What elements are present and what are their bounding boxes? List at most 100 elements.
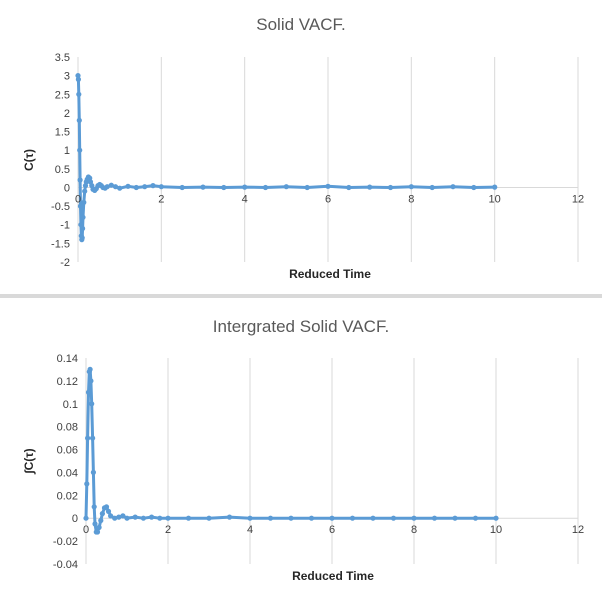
x-tick-label: 0 [83, 524, 89, 536]
data-point [96, 524, 102, 530]
y-tick-label: -0.02 [53, 536, 78, 548]
data-point [108, 182, 114, 188]
y-tick-label: 0.5 [55, 164, 70, 176]
y-tick-label: 0.08 [57, 422, 78, 434]
x-tick-labels: 0 2 4 6 8 10 12 [75, 193, 584, 205]
y-tick-labels: 0.14 0.12 0.1 0.08 0.06 0.04 0.02 0 -0.02 -0.04 [53, 353, 78, 571]
data-series [75, 73, 498, 243]
x-tick-label: 4 [247, 524, 253, 536]
data-point [133, 184, 139, 191]
data-point [87, 366, 93, 372]
x-tick-label: 6 [325, 193, 331, 205]
grid-lines [160, 57, 579, 262]
x-tick-label: 10 [489, 193, 501, 205]
x-tick-label: 2 [165, 524, 171, 536]
data-point [206, 515, 212, 521]
data-point [283, 184, 289, 190]
data-point [104, 184, 110, 190]
data-point [112, 184, 119, 190]
x-tick-label: 0 [75, 193, 81, 205]
x-tick-label: 10 [490, 524, 502, 536]
data-point [329, 515, 335, 521]
y-tick-label: 1 [64, 145, 70, 157]
y-axis-label: C(τ) [22, 149, 36, 171]
data-point [165, 515, 171, 521]
data-point [267, 515, 274, 521]
data-point [80, 214, 86, 220]
data-point [493, 515, 499, 521]
data-point [390, 515, 397, 521]
data-point [304, 184, 310, 191]
data-point [429, 184, 435, 191]
data-point [108, 513, 114, 519]
chart-integrated-solid-vacf: Intergrated Solid VACF. 0.140.120.10.080… [22, 317, 584, 583]
data-point [370, 515, 376, 521]
data-point [226, 514, 233, 520]
data-point [82, 188, 88, 194]
y-tick-label: -1 [60, 220, 70, 232]
data-point [150, 183, 156, 189]
data-point [472, 515, 479, 521]
chart-title: Intergrated Solid VACF. [213, 317, 389, 336]
series-line [76, 74, 497, 242]
data-point [367, 184, 373, 190]
data-point [132, 514, 138, 520]
data-point [75, 73, 81, 79]
y-tick-label: 3 [64, 71, 70, 83]
data-point [94, 529, 101, 535]
data-point [88, 378, 94, 384]
data-point [308, 515, 315, 521]
data-point [98, 517, 104, 524]
data-point [89, 401, 95, 407]
data-point [262, 184, 269, 191]
y-tick-label: -2 [60, 257, 70, 269]
data-point [79, 235, 85, 241]
x-tick-labels: 0 2 4 6 8 10 12 [83, 524, 584, 536]
data-point [431, 515, 438, 521]
y-tick-label: 0 [72, 513, 78, 525]
y-tick-label: 0.1 [63, 399, 78, 411]
panel-separator [0, 294, 602, 298]
data-point [90, 469, 96, 475]
data-point [117, 185, 123, 191]
data-point [157, 515, 163, 521]
chart-title: Solid VACF. [256, 15, 345, 34]
data-point [80, 225, 86, 232]
y-tick-label: 0.02 [57, 490, 78, 502]
x-tick-label: 8 [408, 193, 414, 205]
data-point [288, 515, 294, 521]
data-point [346, 184, 352, 191]
y-tick-label: -0.04 [53, 559, 78, 571]
x-tick-label: 12 [572, 524, 584, 536]
data-point [125, 183, 131, 189]
chart-panel-solid-vacf: Solid VACF. 3.5 3 2.5 2 1.5 1 0.5 0 -0.5 -1 -1.5 -2… [0, 0, 602, 294]
data-point [242, 184, 248, 190]
x-tick-label: 6 [329, 524, 335, 536]
y-tick-label: 3.5 [55, 52, 70, 64]
data-point [116, 514, 122, 520]
data-point [75, 76, 81, 82]
data-point [76, 91, 82, 97]
data-point [77, 177, 83, 183]
data-point [90, 435, 96, 441]
data-point [200, 184, 206, 190]
y-tick-label: 1.5 [55, 127, 70, 139]
data-point [179, 184, 185, 191]
data-point [85, 435, 91, 441]
data-point [84, 481, 90, 487]
data-point [103, 504, 110, 510]
grid-lines [167, 358, 579, 564]
x-tick-label: 12 [572, 193, 584, 205]
data-point [77, 203, 84, 209]
data-point [77, 147, 83, 153]
data-point [185, 515, 192, 521]
x-tick-label: 8 [411, 524, 417, 536]
data-point [325, 183, 331, 189]
series-line [84, 367, 498, 534]
y-tick-label: 0.12 [57, 376, 78, 388]
data-point [411, 515, 417, 521]
chart-solid-vacf: Solid VACF. 3.5 3 2.5 2 1.5 1 0.5 0 -0.5 -1 -1.5 -2… [22, 15, 584, 281]
data-point [221, 184, 227, 191]
data-point [91, 504, 97, 510]
chart-panel-integrated-solid-vacf: Intergrated Solid VACF. 0.14 0.12 0.1 0.08 0… [0, 298, 602, 600]
